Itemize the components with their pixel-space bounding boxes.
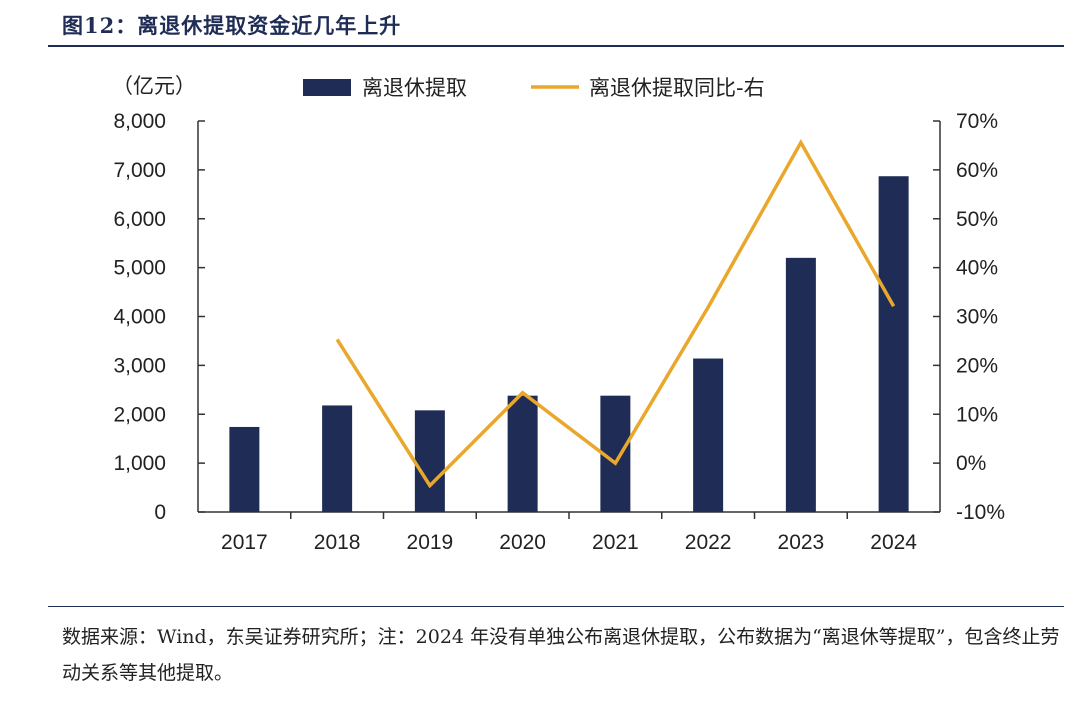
left-axis-tick-label: 3,000 <box>113 354 166 377</box>
left-axis-tick-label: 4,000 <box>113 306 166 329</box>
right-axis-tick-label: 70% <box>956 110 998 133</box>
figure-title: 图12：离退休提取资金近几年上升 <box>62 13 402 38</box>
legend-line-label: 离退休提取同比-右 <box>589 76 765 100</box>
legend-bar-swatch <box>303 79 351 96</box>
x-axis-tick-label: 2023 <box>778 531 825 554</box>
bar-2017 <box>229 426 260 512</box>
right-axis-tick-label: 50% <box>956 208 998 231</box>
right-axis-tick-label: -10% <box>956 501 1005 524</box>
source-divider <box>48 606 1064 607</box>
x-axis-tick-label: 2021 <box>592 531 639 554</box>
x-axis-tick-label: 2020 <box>499 531 546 554</box>
x-axis-tick-label: 2019 <box>407 531 454 554</box>
left-axis-tick-label: 2,000 <box>113 403 166 426</box>
bar-2018 <box>322 405 353 512</box>
left-axis-tick-label: 7,000 <box>113 159 166 182</box>
right-axis-tick-label: 10% <box>956 403 998 426</box>
bar-2020 <box>507 395 538 512</box>
right-axis-tick-label: 60% <box>956 159 998 182</box>
left-axis-tick-label: 0 <box>154 501 166 524</box>
x-axis-tick-label: 2017 <box>221 531 268 554</box>
x-axis-tick-label: 2024 <box>870 531 917 554</box>
right-axis-tick-label: 20% <box>956 354 998 377</box>
x-axis-tick-label: 2022 <box>685 531 732 554</box>
legend-bar-label: 离退休提取 <box>362 76 467 100</box>
right-axis-tick-label: 0% <box>956 452 986 475</box>
right-axis-tick-label: 30% <box>956 306 998 329</box>
title-divider <box>48 45 1064 47</box>
left-axis-tick-label: 6,000 <box>113 208 166 231</box>
bar-2022 <box>693 358 724 512</box>
bar-2023 <box>785 257 816 512</box>
source-note: 数据来源：Wind，东吴证券研究所；注：2024 年没有单独公布离退休提取，公布… <box>62 626 1060 684</box>
right-axis-tick-label: 40% <box>956 257 998 280</box>
bar-2024 <box>878 176 909 512</box>
legend: 离退休提取 离退休提取同比-右 <box>303 76 765 100</box>
bar-2019 <box>414 410 445 512</box>
left-axis-tick-label: 1,000 <box>113 452 166 475</box>
plot-area: 0 1,000 2,000 3,000 4,000 5,000 6,000 7,000 8,00… <box>113 110 1005 554</box>
chart: 离退休提取 离退休提取同比-右 （亿元） 0 1,000 2,000 3,000 4,0… <box>112 75 1005 554</box>
x-axis-tick-label: 2018 <box>314 531 361 554</box>
left-axis-tick-label: 8,000 <box>113 110 166 133</box>
left-axis-tick-label: 5,000 <box>113 257 166 280</box>
left-axis-unit-label: （亿元） <box>112 75 196 98</box>
